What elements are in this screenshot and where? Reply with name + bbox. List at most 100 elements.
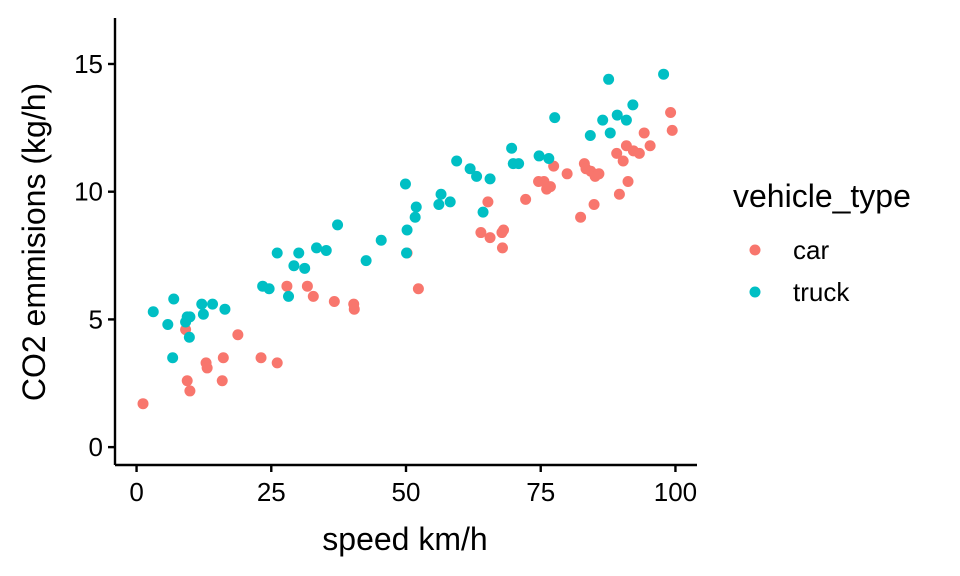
point-truck <box>627 99 639 111</box>
point-truck <box>484 173 496 185</box>
point-car <box>617 155 629 167</box>
point-car <box>201 362 213 374</box>
y-tick-label: 15 <box>74 49 103 79</box>
point-truck <box>147 306 159 318</box>
x-axis-title: speed km/h <box>322 521 487 557</box>
point-truck <box>183 331 195 343</box>
point-truck <box>435 188 447 200</box>
legend-items: car truck <box>749 235 850 307</box>
point-car <box>561 168 573 180</box>
legend: vehicle_type car truck <box>733 178 911 307</box>
point-truck <box>513 158 525 170</box>
legend-title: vehicle_type <box>733 178 911 214</box>
point-truck <box>299 262 311 274</box>
point-truck <box>584 129 596 141</box>
point-car <box>593 168 605 180</box>
point-car <box>137 398 149 410</box>
point-truck <box>311 242 323 254</box>
point-truck <box>283 290 295 302</box>
point-truck <box>332 219 344 231</box>
y-tick-label: 5 <box>89 304 103 334</box>
point-truck <box>197 308 209 320</box>
point-truck <box>168 293 180 305</box>
point-truck <box>477 206 489 218</box>
x-tick-label: 50 <box>392 477 421 507</box>
point-truck <box>433 198 445 210</box>
point-car <box>666 124 678 136</box>
point-truck <box>409 211 421 223</box>
point-truck <box>597 114 609 126</box>
point-car <box>622 175 634 187</box>
point-car <box>307 290 319 302</box>
point-truck <box>219 303 231 315</box>
point-car <box>184 385 196 397</box>
point-truck <box>271 247 283 259</box>
x-tick-label: 100 <box>654 477 697 507</box>
x-tick-label: 25 <box>257 477 286 507</box>
point-car <box>633 147 645 159</box>
legend-key-car <box>749 244 761 256</box>
point-car <box>271 357 283 369</box>
point-car <box>665 107 677 119</box>
point-car <box>348 303 360 315</box>
point-truck <box>167 352 179 364</box>
point-car <box>232 329 244 341</box>
point-truck <box>533 150 545 162</box>
point-car <box>496 242 508 254</box>
point-car <box>255 352 267 364</box>
point-truck <box>263 283 275 295</box>
y-tick-label: 10 <box>74 177 103 207</box>
point-truck <box>401 247 413 259</box>
x-tick-label: 0 <box>129 477 143 507</box>
point-truck <box>162 319 174 331</box>
point-truck <box>543 152 555 164</box>
point-car <box>216 375 228 387</box>
legend-key-truck <box>749 286 761 298</box>
point-truck <box>444 196 456 208</box>
point-car <box>484 232 496 244</box>
plot-points <box>137 68 678 410</box>
point-truck <box>196 298 208 310</box>
point-truck <box>611 109 623 121</box>
point-car <box>520 193 532 205</box>
x-axis-ticks: 0 25 50 75 100 <box>129 465 697 507</box>
point-truck <box>451 155 463 167</box>
point-car <box>588 198 600 210</box>
point-car <box>301 280 313 292</box>
point-truck <box>658 68 670 80</box>
legend-label-car: car <box>793 235 829 265</box>
legend-label-truck: truck <box>793 277 850 307</box>
point-truck <box>360 255 372 267</box>
point-truck <box>604 127 616 139</box>
point-car <box>328 296 340 308</box>
point-truck <box>207 298 219 310</box>
point-car <box>475 227 487 239</box>
point-truck <box>410 201 422 213</box>
point-truck <box>184 311 196 323</box>
point-car <box>217 352 229 364</box>
point-truck <box>375 234 387 246</box>
point-truck <box>401 224 413 236</box>
point-truck <box>464 163 476 175</box>
point-car <box>575 211 587 223</box>
point-car <box>611 147 623 159</box>
point-truck <box>293 247 305 259</box>
point-car <box>613 188 625 200</box>
point-car <box>544 181 556 193</box>
point-truck <box>620 114 632 126</box>
point-car <box>281 280 293 292</box>
point-truck <box>399 178 411 190</box>
point-truck <box>506 142 518 154</box>
point-truck <box>288 260 300 272</box>
point-car <box>498 224 510 236</box>
y-tick-label: 0 <box>89 432 103 462</box>
point-car <box>181 375 193 387</box>
point-truck <box>471 170 483 182</box>
point-car <box>644 140 656 152</box>
x-tick-label: 75 <box>526 477 555 507</box>
point-car <box>638 127 650 139</box>
point-truck <box>549 112 561 124</box>
point-truck <box>320 244 332 256</box>
point-car <box>482 196 494 208</box>
